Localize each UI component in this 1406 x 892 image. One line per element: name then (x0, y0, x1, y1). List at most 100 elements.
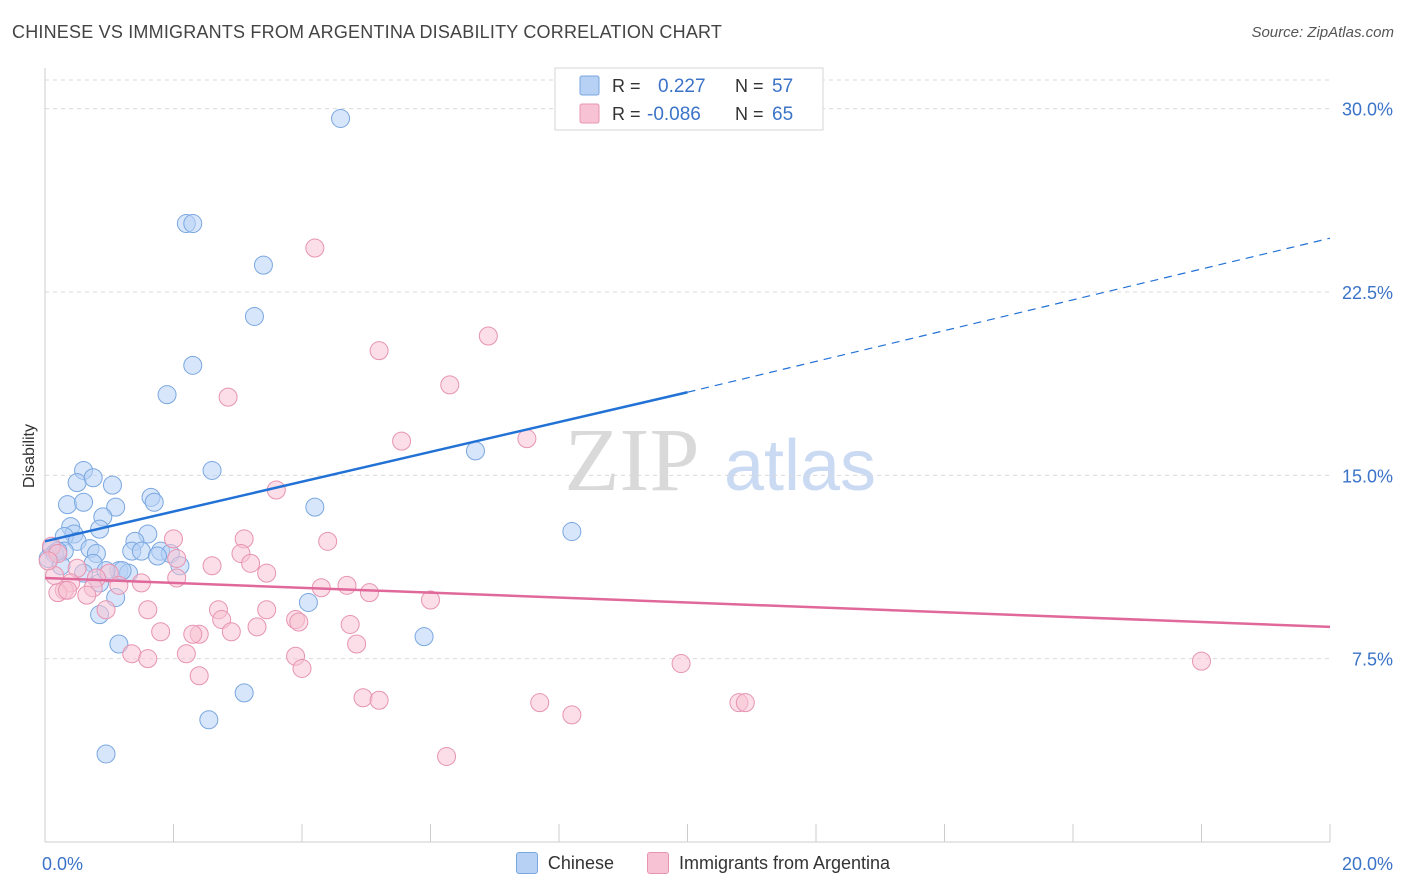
argentina-point (247, 617, 267, 637)
chinese-point (331, 108, 351, 128)
argentina-point (96, 600, 116, 620)
argentina-point (77, 585, 97, 605)
argentina-point (189, 666, 209, 686)
legend-bottom-label-chinese: Chinese (547, 852, 614, 873)
argentina-point (151, 622, 171, 642)
chinese-point (131, 541, 151, 561)
chinese-point (96, 744, 116, 764)
y-tick-label: 7.5% (1352, 650, 1393, 670)
argentina-point (337, 575, 357, 595)
chart-title: CHINESE VS IMMIGRANTS FROM ARGENTINA DIS… (12, 22, 723, 42)
argentina-point (562, 705, 582, 725)
legend-n-label-argentina: N = (735, 104, 764, 124)
chinese-point (253, 255, 273, 275)
x-tick-label: 20.0% (1342, 854, 1393, 874)
argentina-point (57, 580, 77, 600)
argentina-trend-line (44, 576, 1331, 629)
chinese-point (465, 441, 485, 461)
argentina-point (440, 375, 460, 395)
argentina-point (138, 600, 158, 620)
source-label: Source: ZipAtlas.com (1251, 24, 1394, 41)
chinese-point (74, 492, 94, 512)
chinese-point (234, 683, 254, 703)
legend-bottom-swatch-chinese (515, 852, 538, 874)
legend-swatch-argentina (579, 103, 600, 124)
chinese-point (202, 460, 222, 480)
x-tick-label: 0.0% (42, 854, 83, 874)
legend-n-label-chinese: N = (735, 76, 764, 96)
argentina-point (138, 649, 158, 669)
argentina-point (241, 553, 261, 573)
chinese-trend-line (44, 391, 688, 543)
watermark-zip: ZIP (565, 411, 700, 510)
legend-r-value-chinese: 0.227 (658, 76, 706, 97)
argentina-point (167, 548, 187, 568)
legend-n-value-chinese: 57 (772, 76, 793, 97)
grid-lines (45, 79, 1330, 660)
argentina-point (109, 575, 129, 595)
argentina-point (359, 583, 379, 603)
legend-bottom-label-argentina: Immigrants from Argentina (678, 852, 891, 873)
argentina-point (218, 387, 238, 407)
argentina-point (671, 654, 691, 674)
argentina-point (292, 658, 312, 678)
chinese-point (67, 473, 87, 493)
y-tick-label: 15.0% (1342, 466, 1393, 486)
argentina-point (183, 624, 203, 644)
chinese-point (298, 592, 318, 612)
argentina-point (369, 341, 389, 361)
chinese-point (102, 475, 122, 495)
chinese-point (562, 522, 582, 542)
y-tick-label: 30.0% (1342, 100, 1393, 120)
argentina-point (340, 614, 360, 634)
argentina-point (164, 529, 183, 549)
chinese-point (144, 492, 164, 512)
trend-lines (44, 237, 1331, 629)
argentina-point (202, 556, 222, 576)
argentina-point (257, 563, 277, 583)
chinese-point (83, 468, 103, 488)
y-tick-label: 22.5% (1342, 283, 1393, 303)
legend-bottom-swatch-argentina (646, 852, 669, 874)
argentina-point (176, 644, 196, 664)
chinese-point (244, 306, 264, 326)
argentina-point (1192, 651, 1211, 671)
argentina-point (530, 693, 550, 713)
argentina-point (421, 590, 440, 610)
chinese-point (183, 214, 203, 234)
chinese-point (199, 710, 219, 730)
argentina-point (392, 431, 412, 451)
chinese-point (183, 355, 203, 375)
argentina-point (478, 326, 498, 346)
argentina-point (257, 600, 277, 620)
chinese-point (147, 546, 167, 566)
argentina-point (353, 688, 373, 708)
legend-item-chinese: Chinese (515, 852, 614, 874)
legend-item-argentina: Immigrants from Argentina (646, 852, 891, 874)
legend-r-label-argentina: R = (612, 104, 641, 124)
argentina-point (122, 644, 142, 664)
watermark-atlas: atlas (724, 426, 876, 506)
legend-bottom: Chinese Immigrants from Argentina (0, 852, 1406, 879)
chinese-point (57, 495, 77, 515)
argentina-points (38, 238, 1211, 766)
legend-top: R = 0.227 N = 57 R = -0.086 N = 65 (554, 67, 824, 131)
argentina-point (347, 634, 367, 654)
argentina-point (437, 746, 457, 766)
argentina-point (221, 622, 241, 642)
chinese-point (414, 627, 434, 647)
chinese-point (305, 497, 325, 517)
legend-n-value-argentina: 65 (772, 104, 793, 125)
y-axis-label: Disability (21, 424, 38, 488)
chinese-point (109, 634, 129, 654)
argentina-point (517, 429, 537, 449)
chinese-point (157, 385, 177, 405)
legend-r-label-chinese: R = (612, 76, 641, 96)
argentina-point (735, 693, 755, 713)
argentina-point (38, 551, 58, 571)
argentina-point (305, 238, 325, 258)
argentina-point (369, 690, 389, 710)
legend-r-value-argentina: -0.086 (647, 104, 701, 125)
argentina-point (289, 612, 309, 632)
